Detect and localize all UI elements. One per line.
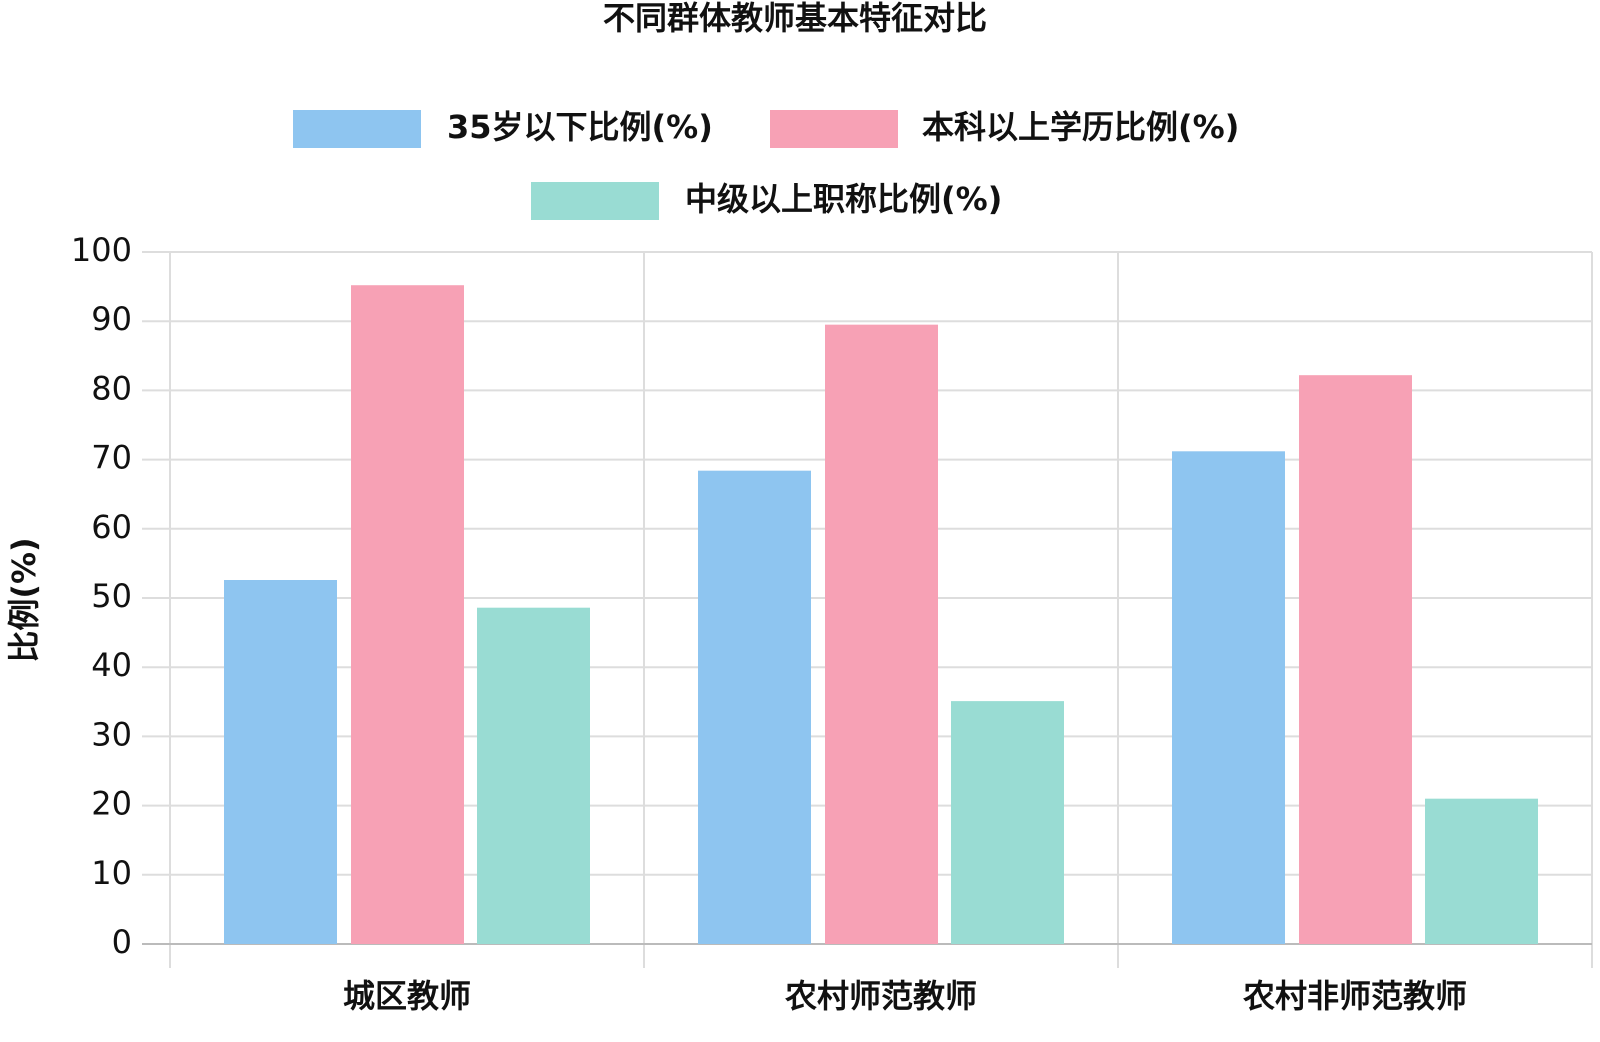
y-tick-label: 20 [91, 785, 132, 823]
y-tick-label: 40 [91, 646, 132, 684]
x-tick-label: 城区教师 [343, 977, 471, 1015]
y-tick-label: 80 [91, 369, 132, 407]
y-tick-label: 100 [71, 231, 132, 269]
bar [951, 701, 1064, 944]
x-tick-label: 农村师范教师 [785, 977, 977, 1015]
bar [351, 285, 464, 944]
y-tick-label: 60 [91, 508, 132, 546]
bar [698, 470, 811, 944]
legend-label: 本科以上学历比例(%) [922, 108, 1239, 146]
y-tick-label: 90 [91, 300, 132, 338]
y-tick-label: 30 [91, 715, 132, 753]
y-axis-label: 比例(%) [5, 537, 43, 662]
bar [224, 580, 337, 944]
y-tick-label: 50 [91, 577, 132, 615]
y-tick-label: 10 [91, 854, 132, 892]
legend-swatch [293, 110, 421, 148]
y-tick-label: 0 [112, 923, 132, 961]
bar [477, 607, 590, 944]
bar [1425, 798, 1538, 944]
bar [825, 324, 938, 944]
y-tick-label: 70 [91, 439, 132, 477]
legend-swatch [531, 182, 659, 220]
legend-label: 35岁以下比例(%) [447, 108, 713, 146]
chart-title: 不同群体教师基本特征对比 [603, 0, 987, 37]
bar [1172, 451, 1285, 944]
legend-label: 中级以上职称比例(%) [685, 180, 1002, 218]
bar [1299, 375, 1412, 944]
legend-swatch [770, 110, 898, 148]
x-tick-label: 农村非师范教师 [1243, 977, 1467, 1015]
